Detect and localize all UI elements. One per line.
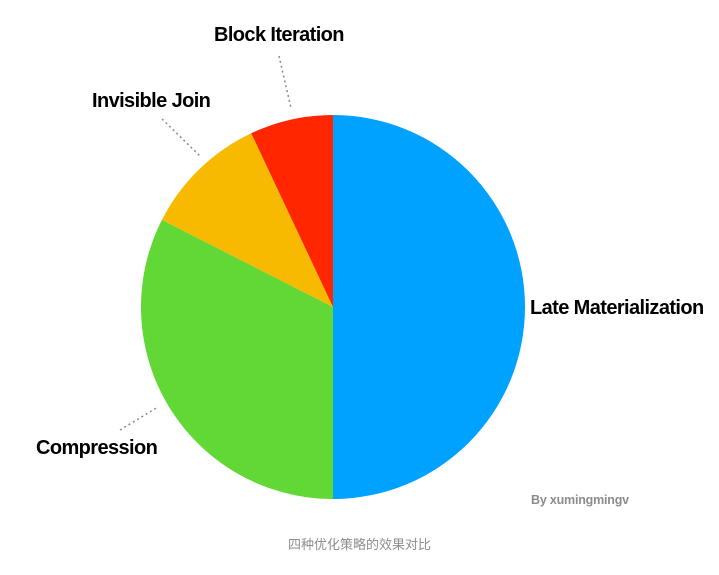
slice-labels: Late Materialization Compression Invisible… xyxy=(36,24,704,459)
slice-label-block-iteration: Block Iteration xyxy=(214,24,344,46)
figure-caption: 四种优化策略的效果对比 xyxy=(287,538,431,553)
leader-line-compression xyxy=(119,406,159,431)
pie-slice-late-materialization xyxy=(333,115,525,499)
leader-line-block-iteration xyxy=(278,55,292,109)
slice-label-compression: Compression xyxy=(36,437,157,459)
leader-line-invisible-join xyxy=(161,118,201,157)
pie-slice-invisible-join xyxy=(161,133,333,307)
leader-lines xyxy=(119,55,292,431)
author-watermark: By xumingmingv xyxy=(531,493,629,507)
slice-label-invisible-join: Invisible Join xyxy=(92,90,210,112)
slice-label-late-materialization: Late Materialization xyxy=(530,297,704,319)
pie-slices xyxy=(141,115,525,499)
pie-slice-compression xyxy=(141,219,333,499)
pie-slice-block-iteration xyxy=(251,115,333,307)
